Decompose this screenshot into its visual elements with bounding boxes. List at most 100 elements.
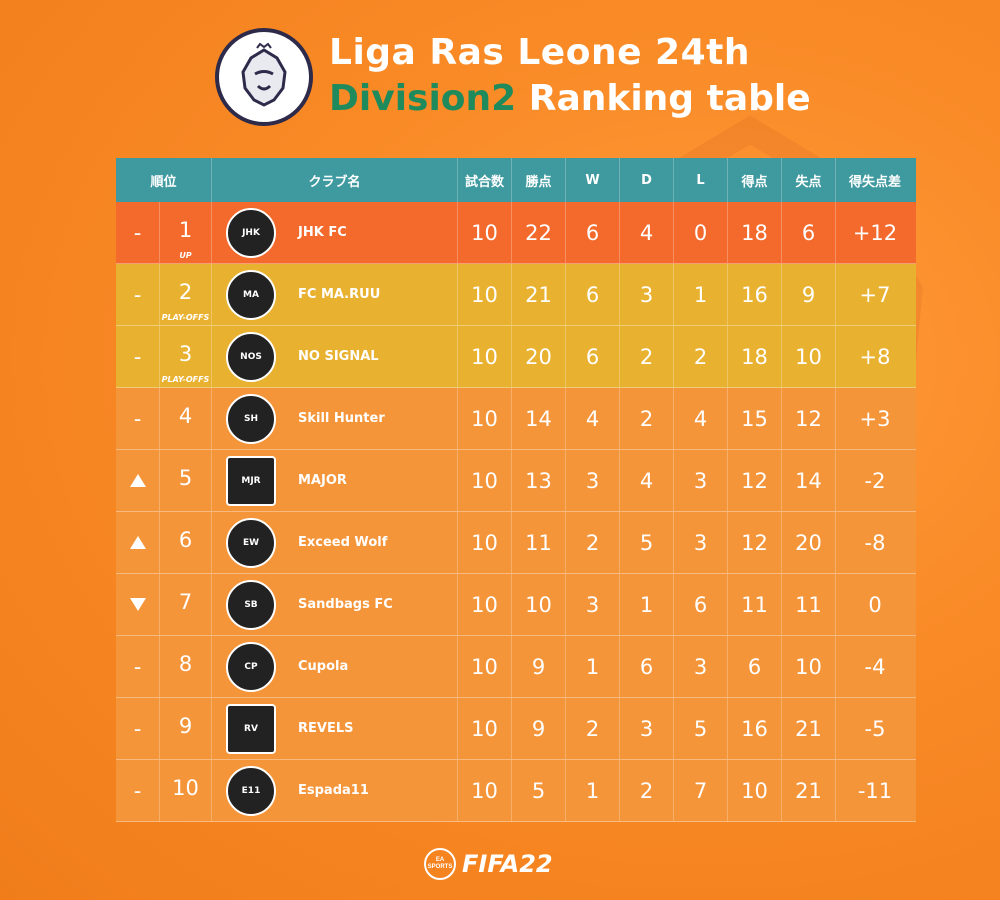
table-row: -1 UP JHK JHK FC 10 22 6 4 0 18 6 +12 bbox=[116, 202, 916, 264]
move-cell: - bbox=[116, 388, 160, 449]
col-d: D bbox=[620, 158, 674, 202]
club-name: Exceed Wolf bbox=[298, 535, 388, 550]
goal-diff-cell: 0 bbox=[868, 592, 882, 617]
rank-move: - bbox=[133, 344, 142, 369]
table-row: -10 E11 Espada11 10 5 1 2 7 10 21 -11 bbox=[116, 760, 916, 822]
goal-diff-cell: +3 bbox=[859, 406, 891, 431]
table-row: -8 CP Cupola 10 9 1 6 3 6 10 -4 bbox=[116, 636, 916, 698]
goals-for-cell: 12 bbox=[728, 512, 782, 573]
club-name: Cupola bbox=[298, 659, 349, 674]
club-crest-icon: JHK bbox=[226, 207, 276, 258]
club-cell: NOS NO SIGNAL bbox=[212, 326, 458, 387]
col-rank: 順位 bbox=[116, 158, 212, 202]
table-row: 7 SB Sandbags FC 10 10 3 1 6 11 11 0 bbox=[116, 574, 916, 636]
goals-against-cell: 6 bbox=[782, 202, 836, 263]
game-title: FIFA22 bbox=[462, 850, 553, 878]
wins-cell: 4 bbox=[566, 388, 620, 449]
club-crest-icon: NOS bbox=[226, 331, 276, 382]
draws-cell: 4 bbox=[620, 202, 674, 263]
wins-cell: 6 bbox=[566, 202, 620, 263]
club-crest-icon: SH bbox=[226, 393, 276, 444]
division-label: Division2 bbox=[329, 78, 517, 119]
rank-move: - bbox=[133, 654, 142, 679]
move-cell: - bbox=[116, 698, 160, 759]
goal-diff-cell: -8 bbox=[864, 530, 886, 555]
rank-cell: 7 bbox=[160, 574, 212, 635]
rank-cell: 1 UP bbox=[160, 202, 212, 263]
losses-cell: 2 bbox=[674, 326, 728, 387]
club-cell: CP Cupola bbox=[212, 636, 458, 697]
crest-label: NOS bbox=[240, 351, 262, 362]
goals-for-cell: 18 bbox=[728, 202, 782, 263]
played-cell: 10 bbox=[458, 326, 512, 387]
goals-for-cell: 12 bbox=[728, 450, 782, 511]
table-header-row: 順位 クラブ名 試合数 勝点 W D L 得点 失点 得失点差 bbox=[116, 158, 916, 202]
club-crest-icon: SB bbox=[226, 579, 276, 630]
losses-cell: 7 bbox=[674, 760, 728, 821]
crest-label: SB bbox=[244, 599, 258, 610]
crest-label: MA bbox=[243, 289, 259, 300]
goals-against-cell: 14 bbox=[782, 450, 836, 511]
rank-move: - bbox=[133, 220, 142, 245]
club-name: FC MA.RUU bbox=[298, 287, 381, 302]
goals-for-cell: 16 bbox=[728, 698, 782, 759]
move-cell: - bbox=[116, 760, 160, 821]
club-crest-icon: MJR bbox=[226, 455, 276, 506]
table-row: - 2 PLAY-OFFS MA FC MA.RUU 10 21 6 3 1 16 9 +7 bbox=[116, 264, 916, 326]
club-cell: MA FC MA.RUU bbox=[212, 264, 458, 325]
goals-for-cell: 18 bbox=[728, 326, 782, 387]
rank-number: 6 bbox=[178, 527, 193, 552]
draws-cell: 2 bbox=[620, 760, 674, 821]
goals-for-cell: 16 bbox=[728, 264, 782, 325]
draws-cell: 3 bbox=[620, 698, 674, 759]
move-cell: - bbox=[116, 264, 160, 325]
club-name: Skill Hunter bbox=[298, 411, 385, 426]
goals-against-cell: 20 bbox=[782, 512, 836, 573]
points-cell: 14 bbox=[512, 388, 566, 449]
points-cell: 9 bbox=[512, 636, 566, 697]
club-crest-icon: RV bbox=[226, 703, 276, 754]
draws-cell: 2 bbox=[620, 326, 674, 387]
goal-diff-cell: +7 bbox=[859, 282, 891, 307]
crest-label: MJR bbox=[241, 475, 261, 486]
goals-against-cell: 11 bbox=[782, 574, 836, 635]
rank-cell: 9 bbox=[160, 698, 212, 759]
losses-cell: 5 bbox=[674, 698, 728, 759]
club-cell: EW Exceed Wolf bbox=[212, 512, 458, 573]
played-cell: 10 bbox=[458, 264, 512, 325]
club-name: REVELS bbox=[298, 721, 354, 736]
page-header: Liga Ras Leone 24th Division2 Ranking ta… bbox=[215, 28, 835, 128]
col-gf: 得点 bbox=[728, 158, 782, 202]
club-cell: E11 Espada11 bbox=[212, 760, 458, 821]
table-row: 6 EW Exceed Wolf 10 11 2 5 3 12 20 -8 bbox=[116, 512, 916, 574]
goal-diff-cell: -11 bbox=[857, 778, 893, 803]
table-row: -4 SH Skill Hunter 10 14 4 2 4 15 12 +3 bbox=[116, 388, 916, 450]
rank-number: 3 bbox=[178, 341, 193, 366]
rank-move: - bbox=[133, 716, 142, 741]
rank-number: 10 bbox=[172, 775, 199, 800]
table-row: -9 RV REVELS 10 9 2 3 5 16 21 -5 bbox=[116, 698, 916, 760]
crest-label: EW bbox=[242, 537, 260, 548]
draws-cell: 2 bbox=[620, 388, 674, 449]
club-crest-icon: EW bbox=[226, 517, 276, 568]
goals-for-cell: 15 bbox=[728, 388, 782, 449]
club-cell: SH Skill Hunter bbox=[212, 388, 458, 449]
club-name: Espada11 bbox=[298, 783, 369, 798]
rank-up-icon bbox=[129, 474, 146, 487]
points-cell: 21 bbox=[512, 264, 566, 325]
ea-sports-logo: EA SPORTS bbox=[424, 848, 456, 880]
points-cell: 5 bbox=[512, 760, 566, 821]
wins-cell: 1 bbox=[566, 636, 620, 697]
move-cell bbox=[116, 512, 160, 573]
club-cell: RV REVELS bbox=[212, 698, 458, 759]
draws-cell: 6 bbox=[620, 636, 674, 697]
rank-cell: 2 PLAY-OFFS bbox=[160, 264, 212, 325]
club-name: JHK FC bbox=[298, 225, 347, 240]
goal-diff-cell: +8 bbox=[859, 344, 891, 369]
played-cell: 10 bbox=[458, 512, 512, 573]
rank-move: - bbox=[133, 778, 142, 803]
rank-move: - bbox=[133, 282, 142, 307]
losses-cell: 3 bbox=[674, 512, 728, 573]
rank-number: 7 bbox=[178, 589, 193, 614]
zone-tag: UP bbox=[179, 251, 192, 260]
